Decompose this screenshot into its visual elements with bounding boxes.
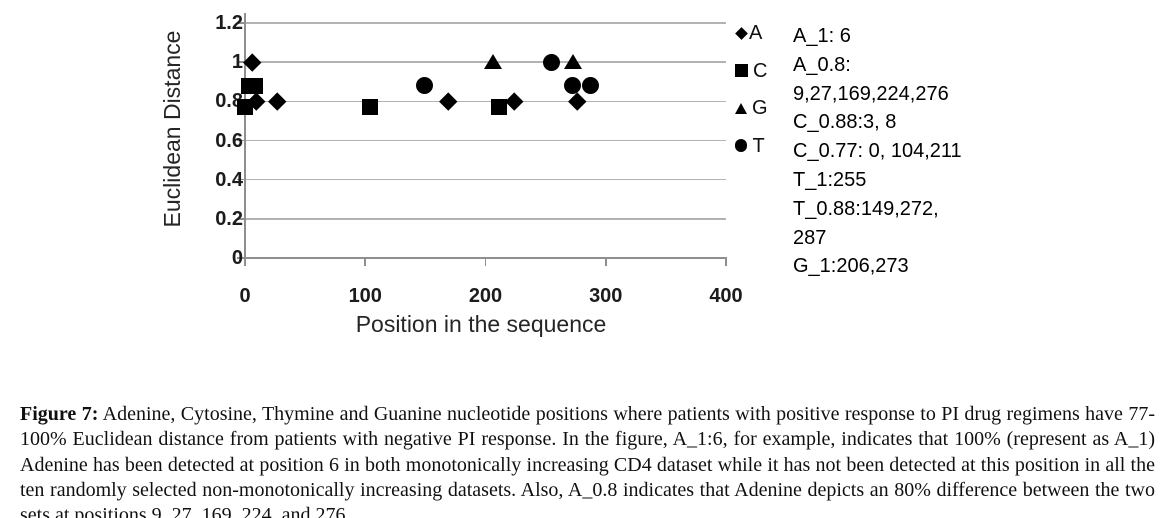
- x-tick-label: 200: [468, 285, 503, 307]
- annotation-line: C_0.77: 0, 104,211: [793, 140, 962, 163]
- legend-item-T: T: [733, 135, 765, 157]
- legend-label: C: [753, 59, 768, 82]
- data-point-T: [563, 77, 581, 95]
- data-point-T: [543, 53, 561, 71]
- gridline: [245, 100, 726, 103]
- figure-caption-text: Adenine, Cytosine, Thymine and Guanine n…: [20, 403, 1155, 518]
- legend-label: G: [752, 97, 768, 119]
- y-tick-mark: [237, 257, 245, 259]
- legend-label: T: [752, 134, 765, 157]
- data-point-C: [237, 99, 253, 116]
- figure-caption-label: Figure 7:: [20, 403, 99, 425]
- square-marker-icon: [734, 64, 748, 77]
- y-axis-title: Euclidean Distance: [159, 30, 185, 228]
- data-point-A: [268, 92, 287, 111]
- legend-label: A: [749, 22, 763, 44]
- annotation-line: A_0.8:: [793, 53, 851, 76]
- y-tick-label: 0: [231, 247, 243, 269]
- data-point-C: [246, 77, 263, 94]
- x-tick-mark: [604, 258, 607, 266]
- annotation-line: T_0.88:149,272,: [793, 197, 939, 220]
- annotation-line: 287: [793, 226, 827, 249]
- data-point-T: [415, 77, 433, 95]
- position-annotation-block: A_1: 6 A_0.8: 9,27,169,224,276 C_0.88:3, 8 C…: [793, 22, 962, 281]
- y-tick-label: 0.8: [215, 90, 243, 113]
- y-tick-label: 0.4: [215, 168, 243, 191]
- y-tick-mark: [237, 178, 245, 181]
- legend-item-G: G: [733, 97, 768, 119]
- y-tick-label: 1.2: [215, 12, 243, 34]
- y-tick-mark: [237, 61, 245, 63]
- x-tick-label: 400: [709, 285, 743, 307]
- annotation-line: G_1:206,273: [793, 255, 909, 278]
- data-point-G: [564, 54, 583, 70]
- data-point-G: [483, 54, 502, 70]
- annotation-line: T_1:255: [793, 168, 867, 191]
- legend-item-C: C: [733, 60, 767, 82]
- legend-item-A: A: [733, 22, 762, 44]
- y-tick-mark: [237, 218, 245, 220]
- triangle-marker-icon: [734, 102, 747, 114]
- figure-caption: Figure 7: Adenine, Cytosine, Thymine and…: [20, 402, 1155, 518]
- x-tick-label: 300: [589, 285, 623, 307]
- data-point-A: [439, 92, 458, 111]
- gridline: [245, 178, 726, 181]
- annotation-line: 9,27,169,224,276: [793, 82, 949, 105]
- data-point-A: [568, 92, 586, 111]
- x-axis-title: Position in the sequence: [355, 311, 607, 337]
- diamond-marker-icon: [734, 26, 748, 40]
- y-tick-mark: [237, 139, 245, 142]
- x-tick-mark: [364, 258, 367, 266]
- x-tick-label: 100: [348, 285, 382, 307]
- y-tick-label: 1: [231, 51, 243, 74]
- x-tick-mark: [484, 258, 487, 266]
- y-tick-label: 0.2: [215, 207, 243, 230]
- gridline: [245, 22, 726, 24]
- data-point-T: [581, 77, 599, 95]
- data-point-C: [362, 99, 379, 116]
- circle-marker-icon: [734, 139, 748, 152]
- x-tick-mark: [244, 258, 246, 266]
- data-point-A: [505, 92, 524, 111]
- y-tick-mark: [237, 22, 245, 24]
- gridline: [245, 218, 726, 220]
- x-axis-line: [244, 257, 727, 259]
- annotation-line: C_0.88:3, 8: [793, 111, 897, 134]
- annotation-line: A_1: 6: [793, 25, 851, 47]
- y-axis-line: [244, 13, 246, 259]
- data-point-A: [243, 53, 262, 71]
- y-tick-label: 0.6: [215, 129, 243, 152]
- x-tick-mark: [725, 258, 727, 266]
- gridline: [245, 139, 726, 142]
- data-point-C: [490, 99, 507, 116]
- x-tick-label: 0: [239, 285, 251, 307]
